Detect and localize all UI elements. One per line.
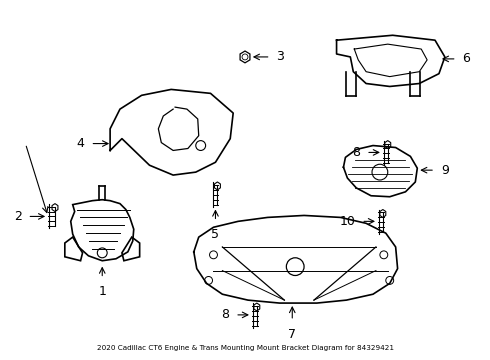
Text: 8: 8: [221, 309, 229, 321]
Text: 6: 6: [463, 53, 470, 66]
Text: 10: 10: [340, 215, 355, 228]
Text: 5: 5: [212, 228, 220, 241]
Text: 7: 7: [288, 328, 296, 341]
Text: 8: 8: [352, 146, 360, 159]
Text: 1: 1: [98, 285, 106, 298]
Text: 4: 4: [76, 137, 84, 150]
Text: 9: 9: [441, 164, 449, 177]
Text: 3: 3: [276, 50, 284, 63]
Text: 2: 2: [14, 210, 22, 223]
Text: 2020 Cadillac CT6 Engine & Trans Mounting Mount Bracket Diagram for 84329421: 2020 Cadillac CT6 Engine & Trans Mountin…: [97, 345, 393, 351]
